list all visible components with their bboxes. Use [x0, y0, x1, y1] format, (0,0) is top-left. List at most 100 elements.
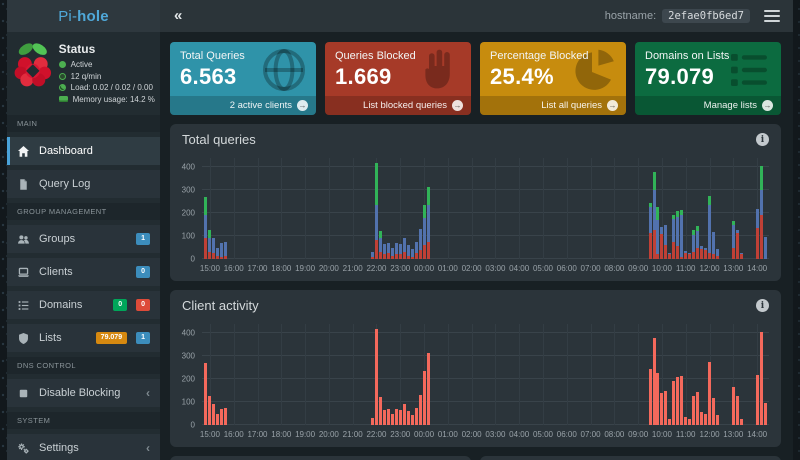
arrow-circle-icon: →: [297, 100, 308, 111]
card-title: Queries Blocked: [335, 50, 416, 62]
sidebar-item-settings[interactable]: Settings ‹: [7, 434, 160, 460]
file-icon: [17, 178, 30, 191]
chevron-left-icon: ‹: [146, 441, 150, 455]
load-gauge-icon: [58, 84, 66, 91]
home-icon: [17, 145, 30, 158]
plot-area[interactable]: [202, 324, 769, 425]
pie-icon: [570, 46, 618, 94]
count-badge: 0: [136, 299, 150, 311]
chevron-left-icon: ‹: [146, 386, 150, 400]
globe-icon: [260, 46, 308, 94]
y-axis: 0 100 200 300 400: [181, 162, 195, 264]
card-title: Percentage Blocked: [490, 50, 589, 62]
card-link-label: Manage lists: [703, 100, 757, 111]
menu-section-header: MAIN: [7, 115, 160, 132]
sidebar-item-label: Settings: [39, 442, 79, 454]
shield-icon: [17, 332, 30, 345]
card-title: Domains on Lists: [645, 50, 730, 62]
card-link-queries-blocked[interactable]: List blocked queries →: [325, 96, 471, 115]
sidebar-menu: MAIN Dashboard Query Log GROUP MANAGEMENT Gr…: [7, 115, 160, 460]
sidebar-item-label: Lists: [39, 332, 62, 344]
panel-header: Total queries i: [170, 124, 781, 151]
bottom-panel-left: [170, 456, 471, 460]
status-item: Memory usage: 14.2 %: [58, 94, 155, 104]
card-value: 6.563: [180, 64, 237, 89]
status-item-label: Memory usage: 14.2 %: [72, 94, 155, 104]
summary-cards: Total Queries 6.563 2 active clients → Queri…: [170, 42, 781, 115]
status-panel: Status Active 12 q/min Load: 0.02 / 0.02 /…: [7, 32, 160, 115]
menu-section-header: DNS CONTROL: [7, 357, 160, 374]
sidebar-item-dashboard[interactable]: Dashboard: [7, 137, 160, 165]
sidebar-item-label: Query Log: [39, 178, 91, 190]
brand-bold: hole: [77, 7, 109, 25]
sidebar: Status Active 12 q/min Load: 0.02 / 0.02 /…: [7, 32, 160, 460]
card-total-queries: Total Queries 6.563 2 active clients →: [170, 42, 316, 115]
brand-logo[interactable]: Pi-hole: [7, 0, 160, 32]
menu-section-header: GROUP MANAGEMENT: [7, 203, 160, 220]
card-value: 79.079: [645, 64, 715, 89]
sidebar-collapse-icon[interactable]: «: [174, 6, 183, 24]
card-queries-blocked: Queries Blocked 1.669 List blocked queries…: [325, 42, 471, 115]
card-link-label: 2 active clients: [229, 100, 292, 111]
sidebar-item-label: Domains: [39, 299, 83, 311]
bottom-panels-row: [170, 456, 781, 460]
client-activity-chart: 0 100 200 300 400 15:00 16:00 17:00 18:00 19:00 2…: [176, 320, 773, 441]
card-link-domains-on-lists[interactable]: Manage lists →: [635, 96, 781, 115]
laptop-icon: [17, 266, 30, 279]
count-badge: 1: [136, 332, 150, 344]
card-domains-on-lists: Domains on Lists 79.079 Manage lists →: [635, 42, 781, 115]
card-title: Total Queries: [180, 50, 245, 62]
sidebar-item-label: Disable Blocking: [39, 387, 121, 399]
status-item-label: Active: [70, 60, 93, 69]
client-activity-panel: Client activity i 0 100 200 300 400 15:00 16:…: [170, 290, 781, 447]
count-badge: 79.079: [95, 332, 128, 344]
info-icon[interactable]: i: [756, 133, 769, 146]
rows-icon: [725, 46, 773, 94]
top-navbar: Pi-hole « hostname: 2efae0fb6ed7: [7, 0, 793, 32]
info-icon[interactable]: i: [756, 299, 769, 312]
pihole-app: Pi-hole « hostname: 2efae0fb6ed7: [7, 0, 793, 460]
card-value: 1.669: [335, 64, 392, 89]
sidebar-item-label: Clients: [39, 266, 73, 278]
panel-title: Total queries: [182, 132, 256, 147]
sidebar-item-clients[interactable]: Clients 0: [7, 258, 160, 286]
bottom-panel-right: [480, 456, 781, 460]
status-item: Load: 0.02 / 0.02 / 0.00: [58, 83, 154, 92]
sidebar-item-domains[interactable]: Domains 0 0: [7, 291, 160, 319]
hostname-label: hostname:: [604, 10, 657, 22]
brand-prefix: Pi-: [58, 7, 78, 25]
card-link-label: List all queries: [541, 100, 602, 111]
card-link-total-queries[interactable]: 2 active clients →: [170, 96, 316, 115]
active-dot-icon: [58, 61, 66, 68]
card-link-percentage-blocked[interactable]: List all queries →: [480, 96, 626, 115]
sidebar-item-disable-blocking[interactable]: Disable Blocking ‹: [7, 379, 160, 407]
sidebar-item-lists[interactable]: Lists 79.079 1: [7, 324, 160, 352]
arrow-circle-icon: →: [452, 100, 463, 111]
arrow-circle-icon: →: [762, 100, 773, 111]
status-item-label: 12 q/min: [70, 71, 102, 81]
status-item: Active: [58, 60, 154, 69]
panel-header: Client activity i: [170, 290, 781, 317]
main-content: Total Queries 6.563 2 active clients → Queri…: [160, 32, 793, 460]
status-items: Active 12 q/min Load: 0.02 / 0.02 / 0.00 Me…: [58, 60, 155, 104]
memory-chip-icon: [58, 96, 68, 102]
rate-gauge-icon: [58, 72, 66, 80]
hostname-display: hostname: 2efae0fb6ed7: [605, 9, 750, 23]
hamburger-menu-icon[interactable]: [764, 7, 780, 25]
card-value: 25.4%: [490, 64, 554, 89]
panel-title: Client activity: [182, 298, 259, 313]
status-title: Status: [58, 42, 96, 56]
sidebar-item-groups[interactable]: Groups 1: [7, 225, 160, 253]
sidebar-item-label: Dashboard: [39, 145, 93, 157]
stop-icon: [17, 387, 30, 400]
gears-icon: [17, 442, 30, 455]
sidebar-item-query-log[interactable]: Query Log: [7, 170, 160, 198]
hand-icon: [415, 46, 463, 94]
x-axis: 15:00 16:00 17:00 18:00 19:00 20:00 21:00 22:00…: [199, 264, 768, 273]
count-badge: 1: [136, 233, 150, 245]
y-axis: 0 100 200 300 400: [181, 328, 195, 430]
plot-area[interactable]: [202, 158, 769, 259]
x-axis: 15:00 16:00 17:00 18:00 19:00 20:00 21:00 22:00…: [199, 430, 768, 439]
menu-section-header: SYSTEM: [7, 412, 160, 429]
arrow-circle-icon: →: [607, 100, 618, 111]
